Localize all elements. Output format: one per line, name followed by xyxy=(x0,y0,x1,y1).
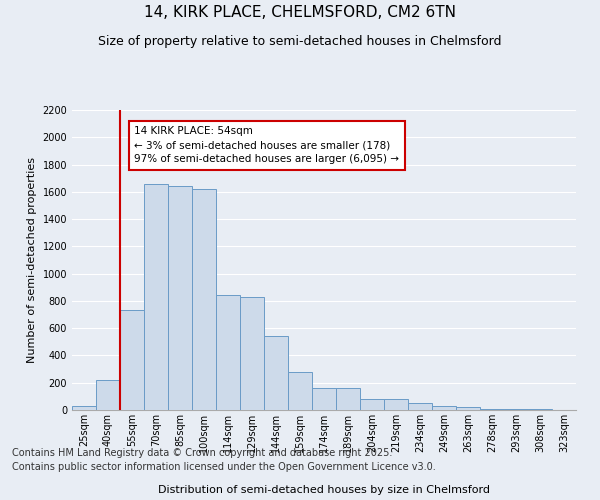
Text: Contains public sector information licensed under the Open Government Licence v3: Contains public sector information licen… xyxy=(12,462,436,472)
Bar xyxy=(360,399,384,410)
Bar xyxy=(240,297,264,410)
Bar xyxy=(168,186,192,410)
Bar xyxy=(408,403,432,410)
Bar xyxy=(288,372,312,410)
Bar xyxy=(312,388,336,410)
Text: Size of property relative to semi-detached houses in Chelmsford: Size of property relative to semi-detach… xyxy=(98,35,502,48)
Bar xyxy=(96,380,120,410)
Bar xyxy=(336,388,360,410)
Text: 14 KIRK PLACE: 54sqm
← 3% of semi-detached houses are smaller (178)
97% of semi-: 14 KIRK PLACE: 54sqm ← 3% of semi-detach… xyxy=(134,126,400,164)
Bar xyxy=(120,310,144,410)
Bar xyxy=(432,406,456,410)
Y-axis label: Number of semi-detached properties: Number of semi-detached properties xyxy=(27,157,37,363)
Bar xyxy=(72,406,96,410)
Bar xyxy=(264,336,288,410)
Bar xyxy=(144,184,168,410)
Bar xyxy=(456,408,480,410)
Bar xyxy=(192,189,216,410)
Bar xyxy=(480,408,504,410)
Text: 14, KIRK PLACE, CHELMSFORD, CM2 6TN: 14, KIRK PLACE, CHELMSFORD, CM2 6TN xyxy=(144,5,456,20)
Text: Distribution of semi-detached houses by size in Chelmsford: Distribution of semi-detached houses by … xyxy=(158,485,490,495)
Bar xyxy=(384,399,408,410)
Text: Contains HM Land Registry data © Crown copyright and database right 2025.: Contains HM Land Registry data © Crown c… xyxy=(12,448,392,458)
Bar xyxy=(216,296,240,410)
